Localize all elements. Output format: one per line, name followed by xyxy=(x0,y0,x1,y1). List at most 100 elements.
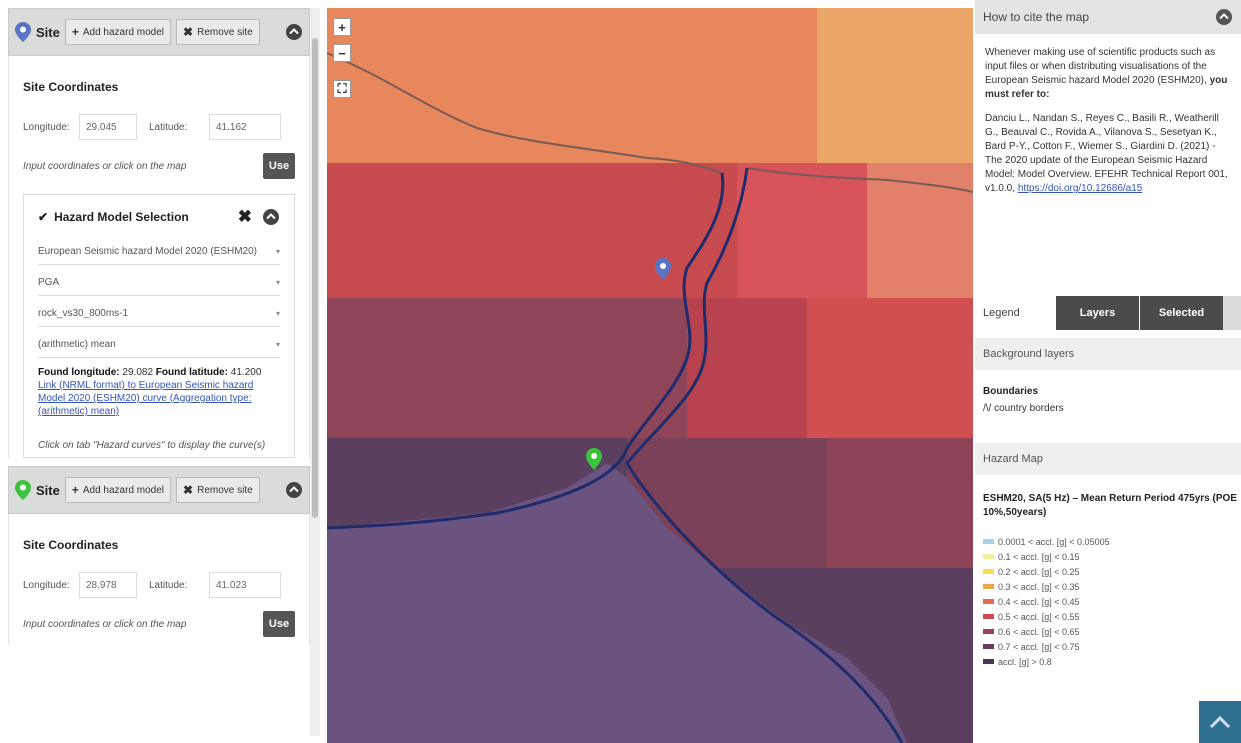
bosphorus-coast xyxy=(625,167,904,743)
legend-swatch xyxy=(983,629,994,634)
zoom-out-button[interactable]: − xyxy=(333,44,351,62)
close-icon: ✖ xyxy=(183,483,194,497)
latitude-label: Latitude: xyxy=(149,579,188,591)
site-condition-select[interactable]: rock_vs30_800ms-1 ▾ xyxy=(38,301,280,327)
hazard-band xyxy=(737,163,867,298)
latitude-input[interactable]: 41.023 xyxy=(209,572,281,598)
cite-title: How to cite the map xyxy=(983,10,1090,24)
tab-selected[interactable]: Selected xyxy=(1139,296,1223,330)
site-2-label: Site xyxy=(36,482,60,498)
site-1-card: Site Coordinates Longitude: 29.045 Latit… xyxy=(8,56,310,458)
remove-site-button[interactable]: ✖ Remove site xyxy=(176,19,260,45)
country-borders-item: /\/ country borders xyxy=(983,403,1064,414)
longitude-input[interactable]: 29.045 xyxy=(79,114,137,140)
use-coordinates-button[interactable]: Use xyxy=(263,153,295,179)
boundaries-title: Boundaries xyxy=(983,386,1039,397)
cite-intro: Whenever making use of scientific produc… xyxy=(985,46,1231,102)
chevron-up-icon xyxy=(1209,715,1231,729)
legend-item: 0.0001 < accl. [g] < 0.05005 xyxy=(983,534,1110,549)
legend-item: 0.5 < accl. [g] < 0.55 xyxy=(983,609,1110,624)
nrml-curve-link[interactable]: Link (NRML format) to European Seismic h… xyxy=(38,380,254,417)
zoom-in-button[interactable]: + xyxy=(333,18,351,36)
legend-swatch xyxy=(983,614,994,619)
hazard-band xyxy=(817,8,973,163)
found-longitude-value: 29.082 xyxy=(122,367,154,378)
imt-select-value: PGA xyxy=(38,277,60,288)
boundaries-section: Boundaries /\/ country borders xyxy=(983,386,1064,414)
imt-select[interactable]: PGA ▾ xyxy=(38,270,280,296)
remove-site-button[interactable]: ✖ Remove site xyxy=(176,477,260,503)
legend-swatch xyxy=(983,659,994,664)
found-latitude-label: Found latitude: xyxy=(155,367,229,378)
hazard-map-header[interactable]: Hazard Map xyxy=(975,443,1241,475)
found-latitude-value: 41.200 xyxy=(230,367,262,378)
legend-item: 0.1 < accl. [g] < 0.15 xyxy=(983,549,1110,564)
longitude-label: Longitude: xyxy=(23,121,70,133)
bosphorus-coast xyxy=(327,172,725,530)
site-2-header: Site + Add hazard model ✖ Remove site xyxy=(8,466,310,514)
collapse-icon[interactable] xyxy=(285,23,303,41)
longitude-input[interactable]: 28.978 xyxy=(79,572,137,598)
cite-reference: Danciu L., Nandan S., Reyes C., Basili R… xyxy=(985,112,1231,196)
site-1-marker[interactable] xyxy=(655,258,671,280)
add-hazard-model-button[interactable]: + Add hazard model xyxy=(64,477,172,503)
background-layers-header[interactable]: Background layers xyxy=(975,338,1241,370)
aggregation-select-value: (arithmetic) mean xyxy=(38,339,116,350)
legend-swatch xyxy=(983,569,994,574)
cite-intro-text: Whenever making use of scientific produc… xyxy=(985,47,1216,86)
legend-item: 0.6 < accl. [g] < 0.65 xyxy=(983,624,1110,639)
remove-site-label: Remove site xyxy=(197,26,253,38)
collapse-icon[interactable] xyxy=(1215,8,1233,26)
tab-legend[interactable]: Legend xyxy=(975,296,1055,330)
use-coordinates-button[interactable]: Use xyxy=(263,611,295,637)
cite-body: Whenever making use of scientific produc… xyxy=(975,34,1241,196)
hazard-band xyxy=(827,438,973,568)
collapse-icon[interactable] xyxy=(262,208,280,226)
chevron-down-icon: ▾ xyxy=(275,278,280,287)
legend-label: 0.1 < accl. [g] < 0.15 xyxy=(998,551,1080,562)
sidebar-scrollbar[interactable] xyxy=(310,8,320,736)
latitude-label: Latitude: xyxy=(149,121,188,133)
site-coordinates-title: Site Coordinates xyxy=(23,538,119,552)
legend-label: 0.0001 < accl. [g] < 0.05005 xyxy=(998,536,1110,547)
legend-item: 0.2 < accl. [g] < 0.25 xyxy=(983,564,1110,579)
plus-icon: + xyxy=(71,25,79,39)
legend-item: 0.4 < accl. [g] < 0.45 xyxy=(983,594,1110,609)
chevron-down-icon: ▾ xyxy=(275,309,280,318)
coastline xyxy=(327,52,723,174)
legend-title: ESHM20, SA(5 Hz) – Mean Return Period 47… xyxy=(983,493,1237,518)
legend-label: accl. [g] > 0.8 xyxy=(998,656,1052,667)
chevron-down-icon: ▾ xyxy=(275,247,280,256)
sea-area xyxy=(327,463,907,743)
info-panel: How to cite the map Whenever making use … xyxy=(975,0,1241,743)
legend-swatch xyxy=(983,554,994,559)
plus-icon: + xyxy=(71,483,79,497)
site-1-label: Site xyxy=(36,24,60,40)
doi-link[interactable]: https://doi.org/10.12686/a15 xyxy=(1017,183,1143,194)
scroll-to-top-button[interactable] xyxy=(1199,701,1241,743)
scrollbar-thumb[interactable] xyxy=(312,38,318,518)
fullscreen-icon[interactable]: ⛶ xyxy=(333,80,351,98)
map-canvas[interactable] xyxy=(327,8,973,743)
model-select[interactable]: European Seismic hazard Model 2020 (ESHM… xyxy=(38,239,280,265)
legend-label: 0.4 < accl. [g] < 0.45 xyxy=(998,596,1080,607)
aggregation-select[interactable]: (arithmetic) mean ▾ xyxy=(38,332,280,358)
site-2-marker[interactable] xyxy=(586,448,602,470)
close-icon[interactable]: ✖ xyxy=(237,207,252,226)
found-coordinates: Found longitude: 29.082 Found latitude: … xyxy=(38,366,280,379)
coordinates-hint: Input coordinates or click on the map xyxy=(23,618,187,630)
collapse-icon[interactable] xyxy=(285,481,303,499)
tab-layers[interactable]: Layers xyxy=(1055,296,1139,330)
coordinates-hint-row: Input coordinates or click on the map Us… xyxy=(23,604,295,644)
map-pin-icon xyxy=(15,22,31,42)
latitude-input[interactable]: 41.162 xyxy=(209,114,281,140)
legend-label: 0.7 < accl. [g] < 0.75 xyxy=(998,641,1080,652)
legend-swatch xyxy=(983,599,994,604)
remove-site-label: Remove site xyxy=(197,484,253,496)
check-icon: ✔ xyxy=(38,210,49,224)
add-hazard-model-button[interactable]: + Add hazard model xyxy=(64,19,172,45)
hazard-band xyxy=(867,163,973,298)
found-longitude-label: Found longitude: xyxy=(38,367,120,378)
hazard-map-view[interactable]: + − ⛶ xyxy=(327,8,973,743)
map-pin-icon xyxy=(15,480,31,500)
